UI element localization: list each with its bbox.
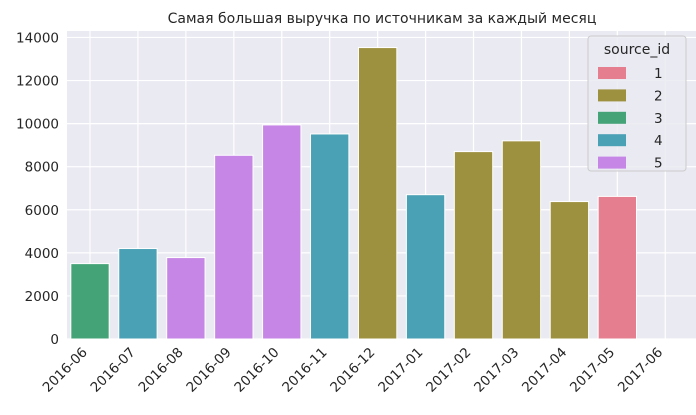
x-tick-label: 2016-09 [183,345,234,396]
x-tick-label: 2017-01 [375,345,426,396]
y-tick-label: 2000 [25,289,59,305]
legend-label-5: 5 [654,156,663,172]
y-tick-label: 0 [50,332,59,348]
x-axis-tick-labels: 2016-062016-072016-082016-092016-102016-… [40,345,666,396]
x-tick-label: 2016-06 [40,345,91,396]
bar-2016-09 [214,154,254,340]
x-tick-label: 2016-10 [231,345,282,396]
x-tick-label: 2016-08 [136,345,187,396]
legend: source_id 1 2 3 4 5 [587,35,687,172]
x-tick-label: 2017-04 [519,345,570,396]
bar-2016-08 [166,257,206,340]
y-tick-label: 10000 [16,117,59,133]
x-tick-label: 2016-11 [279,345,330,396]
y-tick-label: 4000 [25,246,59,262]
y-tick-label: 12000 [16,74,59,90]
legend-label-4: 4 [654,133,663,149]
bar-2016-06 [70,263,110,340]
legend-swatch-4 [598,134,626,147]
legend-swatch-5 [598,156,626,169]
x-tick-label: 2017-02 [423,345,474,396]
legend-swatch-1 [598,67,626,79]
x-tick-label: 2016-07 [88,345,139,396]
bar-2016-12 [357,47,398,340]
bar-2017-05 [597,195,638,340]
y-tick-label: 6000 [25,203,59,219]
x-tick-label: 2017-05 [567,345,618,396]
y-tick-label: 8000 [25,160,59,176]
bar-2017-01 [405,194,446,340]
y-tick-label: 14000 [16,30,59,46]
bar-2016-07 [118,248,158,340]
x-tick-label: 2017-06 [615,345,666,396]
chart-title: Самая большая выручка по источникам за к… [168,11,597,27]
legend-swatch-3 [598,111,626,124]
bar-2017-02 [453,151,494,340]
legend-title: source_id [604,42,670,58]
bar-2017-04 [549,201,590,340]
x-tick-label: 2016-12 [327,345,378,396]
y-axis-tick-labels: 0 2000 4000 6000 8000 10000 12000 14000 [16,30,59,348]
bars [70,47,638,340]
bar-2016-10 [262,124,302,340]
legend-label-3: 3 [654,111,663,127]
legend-swatch-2 [598,89,626,102]
bar-2017-03 [501,140,542,340]
legend-label-1: 1 [654,66,663,82]
x-tick-label: 2017-03 [471,345,522,396]
legend-label-2: 2 [654,88,663,104]
bar-2016-11 [310,133,350,340]
